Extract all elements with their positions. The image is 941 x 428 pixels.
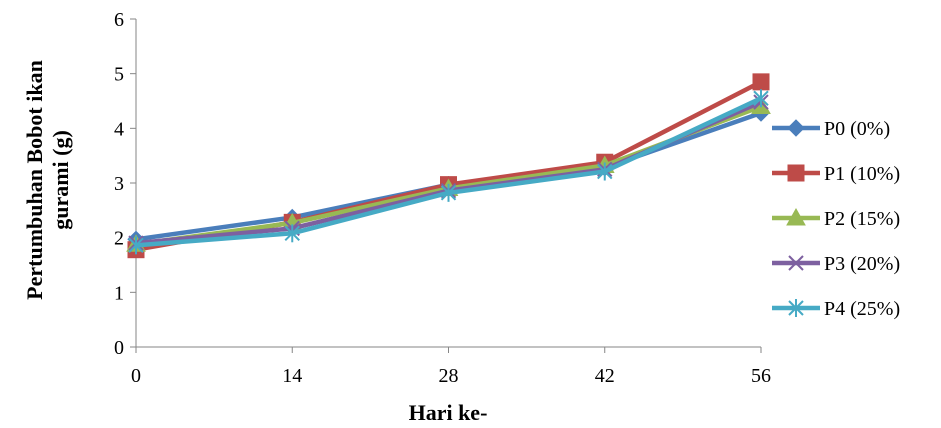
data-point-p4 — [128, 236, 144, 255]
legend-label: P0 (0%) — [824, 118, 890, 140]
legend-item-p4: P4 (25%) — [772, 298, 900, 320]
legend-swatch-marker — [788, 255, 804, 271]
legend-label: P2 (15%) — [824, 208, 900, 230]
series-line-p4 — [135, 96, 762, 248]
data-point-p1 — [752, 73, 770, 91]
x-tick-label: 56 — [751, 365, 771, 387]
data-point-p4 — [753, 89, 769, 108]
legend-label: P3 (20%) — [824, 253, 900, 275]
x-tick-label: 14 — [282, 365, 302, 387]
x-tick-label: 28 — [439, 365, 459, 387]
legend-item-p2: P2 (15%) — [772, 207, 900, 230]
series-group — [126, 73, 771, 259]
y-tick-label: 5 — [114, 64, 124, 86]
data-point-p4 — [284, 224, 300, 243]
legend-item-p0: P0 (0%) — [772, 118, 890, 140]
legend-item-p1: P1 (10%) — [772, 163, 900, 185]
data-point-p4 — [440, 183, 457, 202]
y-axis-title-line-2: gurami (g) — [48, 130, 73, 230]
x-tick-label: 42 — [595, 365, 615, 387]
x-tick-label: 0 — [131, 365, 141, 387]
series-line-p2 — [135, 104, 762, 247]
legend: P0 (0%) P1 (10%) P2 (15%) P3 (20%) P4 (25%) — [772, 118, 900, 320]
legend-label: P4 (25%) — [824, 298, 900, 320]
y-axis-title-line-1: Pertumbuhan Bobot ikan — [22, 60, 47, 300]
x-axis-title: Hari ke- — [409, 400, 488, 425]
y-tick-label: 0 — [114, 337, 124, 359]
y-tick-label: 1 — [114, 282, 124, 304]
legend-swatch-marker — [786, 207, 806, 226]
legend-swatch-marker — [788, 299, 804, 317]
series-line-p3 — [135, 100, 762, 246]
legend-item-p3: P3 (20%) — [772, 253, 900, 275]
legend-swatch-marker — [787, 119, 805, 137]
y-tick-label: 6 — [114, 9, 124, 31]
legend-swatch-marker — [787, 164, 805, 182]
y-tick-label: 4 — [114, 118, 124, 140]
legend-label: P1 (10%) — [824, 163, 900, 185]
y-tick-label: 3 — [114, 173, 124, 195]
series-p4 — [128, 89, 769, 255]
data-point-p4 — [597, 162, 613, 181]
y-tick-label: 2 — [114, 228, 124, 250]
